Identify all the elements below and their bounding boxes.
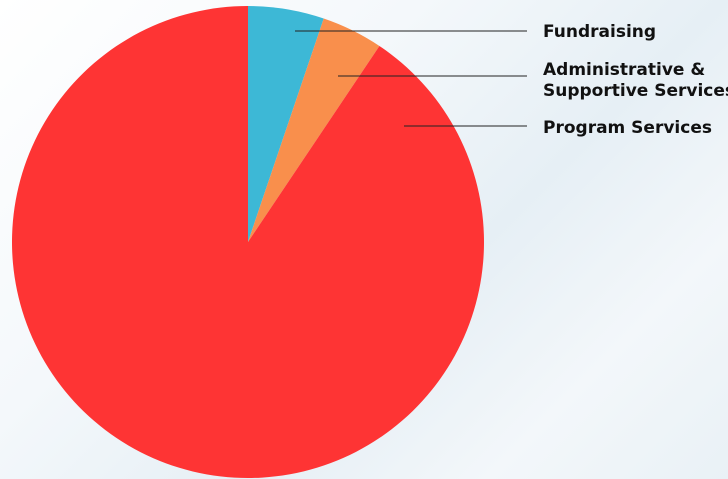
slice-label-line: Program Services <box>543 118 712 138</box>
slice-label-line: Supportive Services <box>543 81 728 101</box>
slice-label-program-services: Program Services <box>543 118 712 139</box>
slice-fundraising <box>248 5 324 242</box>
slice-program-services <box>11 6 484 478</box>
slice-label-line: Administrative & <box>543 60 706 80</box>
slice-label-administrative: Administrative & Supportive Services <box>543 60 728 102</box>
slice-label-line: Fundraising <box>543 22 657 42</box>
slice-administrative <box>248 18 380 243</box>
slice-label-fundraising: Fundraising <box>543 22 656 43</box>
